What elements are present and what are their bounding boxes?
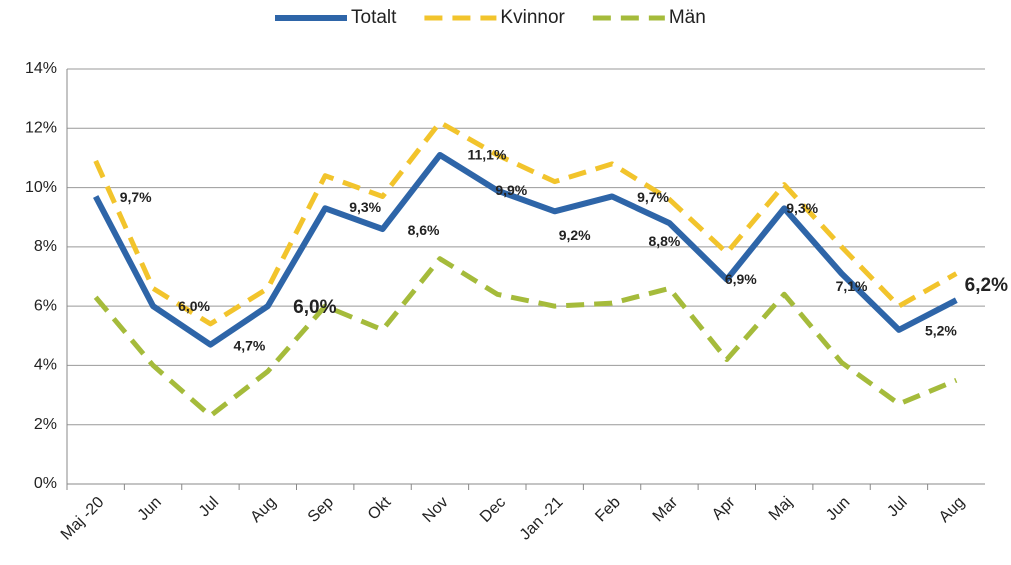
value-label: 4,7% [233, 337, 265, 353]
legend-label: Kvinnor [500, 7, 565, 28]
x-tick-label: Maj [766, 494, 796, 524]
legend-label: Män [669, 7, 706, 28]
value-label: 5,2% [925, 323, 957, 339]
series-line [93, 119, 958, 327]
x-tick-label: Jul [196, 494, 222, 520]
value-label: 6,0% [293, 297, 336, 318]
y-tick-label: 10% [25, 179, 57, 196]
x-tick-label: Aug [936, 494, 968, 526]
y-tick-label: 4% [34, 357, 57, 374]
legend-label: Totalt [351, 7, 397, 28]
x-tick-label: Feb [592, 494, 624, 526]
y-tick-label: 6% [34, 297, 57, 314]
value-label: 9,3% [786, 200, 818, 216]
x-tick-label: Jul [884, 494, 910, 520]
x-tick-label: Okt [365, 493, 395, 523]
x-tick-label: Nov [420, 494, 452, 526]
series-line [93, 151, 958, 348]
value-label: 11,1% [467, 147, 506, 163]
x-tick-label: Apr [709, 493, 739, 523]
value-label: 9,7% [120, 189, 152, 205]
value-label: 9,3% [349, 199, 381, 215]
value-label: 7,1% [836, 278, 868, 294]
y-tick-label: 12% [25, 120, 57, 137]
x-tick-label: Jun [823, 494, 853, 524]
y-tick-label: 2% [34, 416, 57, 433]
value-label: 6,0% [178, 298, 210, 314]
y-tick-label: 0% [34, 475, 57, 492]
value-label: 6,2% [965, 275, 1008, 296]
value-label: 8,8% [648, 233, 680, 249]
series-line [93, 256, 958, 419]
x-tick-label: Sep [305, 494, 337, 526]
value-label: 6,9% [725, 271, 757, 287]
x-tick-label: Mar [650, 493, 682, 525]
value-label: 9,2% [559, 227, 591, 243]
value-label: 9,7% [637, 189, 669, 205]
x-tick-label: Jun [135, 494, 165, 524]
y-tick-label: 14% [25, 60, 57, 77]
value-label: 8,6% [408, 222, 440, 238]
x-tick-label: Maj -20 [58, 494, 108, 544]
value-label: 9,9% [495, 182, 527, 198]
y-tick-label: 8% [34, 238, 57, 255]
x-tick-label: Aug [247, 494, 279, 526]
x-tick-label: Dec [477, 494, 509, 526]
x-tick-label: Jan -21 [517, 494, 567, 544]
